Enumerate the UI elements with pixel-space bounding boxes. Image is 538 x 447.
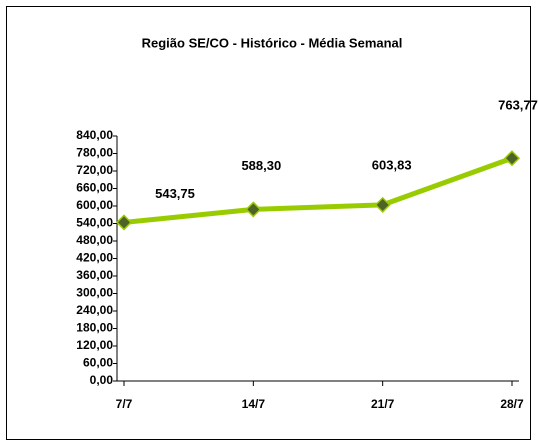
- y-tick-label: 540,00: [76, 216, 113, 230]
- chart-title: Região SE/CO - Histórico - Média Semanal: [142, 35, 403, 50]
- x-tick-label: 28/7: [500, 397, 524, 411]
- marker: [115, 214, 133, 231]
- y-tick-label: 720,00: [76, 163, 113, 177]
- x-tick-label: 14/7: [242, 397, 266, 411]
- y-tick-label: 60,00: [83, 356, 113, 370]
- data-label: 543,75: [155, 186, 195, 201]
- marker: [245, 201, 262, 218]
- y-tick-label: 840,00: [76, 128, 113, 142]
- y-tick-label: 780,00: [76, 146, 113, 160]
- y-tick-label: 300,00: [76, 286, 113, 300]
- y-tick-label: 0,00: [90, 373, 114, 387]
- y-tick-label: 360,00: [76, 268, 113, 282]
- y-tick-label: 480,00: [76, 233, 113, 247]
- x-tick-label: 21/7: [371, 397, 395, 411]
- y-tick-label: 180,00: [76, 321, 113, 335]
- y-tick-label: 120,00: [76, 338, 113, 352]
- x-tick-label: 7/7: [116, 397, 133, 411]
- data-label: 763,77: [498, 98, 538, 113]
- y-tick-label: 600,00: [76, 198, 113, 212]
- y-tick-label: 660,00: [76, 181, 113, 195]
- marker: [503, 150, 521, 167]
- data-label: 588,30: [241, 158, 281, 173]
- y-tick-label: 240,00: [76, 303, 113, 317]
- series-line: [123, 155, 513, 225]
- data-label: 603,83: [372, 157, 412, 172]
- y-tick-label: 420,00: [76, 251, 113, 265]
- marker: [374, 196, 391, 213]
- chart-frame: [6, 6, 531, 440]
